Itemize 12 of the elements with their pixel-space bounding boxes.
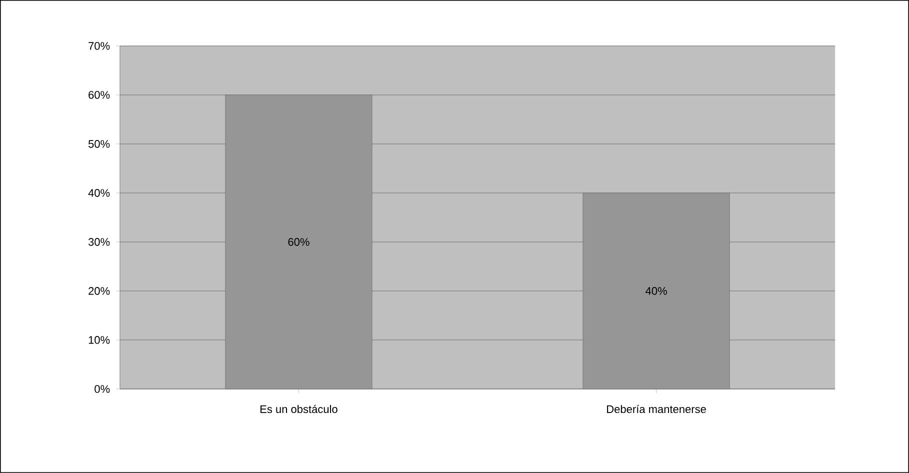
y-tick-label: 60%	[88, 91, 110, 99]
y-tick-label: 40%	[88, 189, 110, 197]
y-tick-label: 10%	[88, 336, 110, 344]
data-label: 60%	[288, 238, 310, 246]
data-label: 40%	[646, 287, 667, 295]
y-tick-label: 0%	[94, 385, 110, 393]
y-tick-label: 20%	[88, 287, 110, 295]
x-tick-label: Es un obstáculo	[260, 404, 338, 414]
y-tick-label: 30%	[88, 238, 110, 246]
x-tick-label: Debería mantenerse	[607, 404, 706, 414]
y-tick-label: 70%	[88, 42, 110, 50]
y-tick-label: 50%	[88, 140, 110, 148]
